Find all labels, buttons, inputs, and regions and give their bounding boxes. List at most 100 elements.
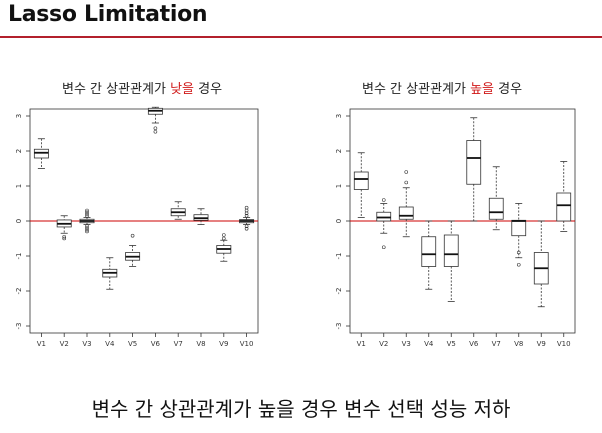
outlier-point xyxy=(85,212,89,216)
outlier-point xyxy=(130,233,135,238)
y-tick-label: 3 xyxy=(15,114,23,118)
y-tick-label: 1 xyxy=(335,184,343,188)
outlier-point xyxy=(244,205,249,210)
x-tick-label: V2 xyxy=(60,340,69,348)
x-tick-label: V9 xyxy=(537,340,546,348)
x-tick-label: V10 xyxy=(240,340,254,348)
box-V6 xyxy=(147,106,163,134)
x-tick-label: V7 xyxy=(174,340,183,348)
x-tick-label: V3 xyxy=(402,340,411,348)
y-tick-label: -3 xyxy=(15,323,23,330)
box-V3 xyxy=(79,208,95,234)
iqr-box xyxy=(466,140,482,185)
outlier-point xyxy=(153,126,158,131)
box-V4 xyxy=(102,257,118,290)
box-V6 xyxy=(466,117,482,222)
box-V7 xyxy=(488,166,504,231)
left-boxplot: -3 -2 -1 0 1 2 3 V1 V2 V3 V4 V5 V6 V7 V8 V9 V10 xyxy=(15,106,259,348)
outlier-point xyxy=(85,224,89,229)
outlier-point xyxy=(244,224,249,229)
y-tick-label: -1 xyxy=(335,253,343,260)
box-V5 xyxy=(443,220,459,302)
x-tick-label: V8 xyxy=(196,340,205,348)
x-tick-label: V6 xyxy=(151,340,161,348)
outlier-point xyxy=(85,227,89,232)
outlier-point xyxy=(85,208,89,213)
right-boxplot: -3 -2 -1 0 1 2 3 V1 V2 V3 V4 V5 V6 V7 V8 V9 V10 xyxy=(335,108,576,348)
left-chart-title-highlight: 낮을 xyxy=(170,82,194,97)
iqr-box xyxy=(398,206,414,220)
box-V1 xyxy=(353,152,369,218)
x-tick-label: V10 xyxy=(557,340,571,348)
x-tick-label: V3 xyxy=(82,340,91,348)
x-tick-label: V7 xyxy=(492,340,501,348)
x-tick-label: V2 xyxy=(379,340,388,348)
iqr-box xyxy=(421,236,437,267)
right-chart-title-highlight: 높을 xyxy=(470,82,494,97)
outlier-point xyxy=(381,245,386,250)
box-V4 xyxy=(421,220,437,290)
y-tick-label: -1 xyxy=(15,253,23,260)
outlier-point xyxy=(85,226,89,230)
right-chart-title-suffix: 경우 xyxy=(494,82,523,97)
right-chart-title-prefix: 변수 간 상관관계가 xyxy=(362,82,471,97)
y-tick-label: 2 xyxy=(335,149,343,153)
y-tick-label: -2 xyxy=(335,288,343,295)
slide-caption: 변수 간 상관관계가 높을 경우 변수 선택 성능 저하 xyxy=(91,397,511,421)
box-V10 xyxy=(556,161,572,232)
left-chart-title-prefix: 변수 간 상관관계가 xyxy=(62,82,171,97)
outlier-point xyxy=(244,226,249,231)
outlier-point xyxy=(85,229,89,234)
x-tick-label: V5 xyxy=(128,340,137,348)
outlier-point xyxy=(516,250,521,255)
box-V2 xyxy=(376,198,392,250)
x-tick-label: V4 xyxy=(105,340,115,348)
iqr-box xyxy=(511,219,527,237)
y-tick-label: 3 xyxy=(335,114,343,118)
box-V10 xyxy=(239,205,255,231)
left-chart-title-suffix: 경우 xyxy=(194,82,223,97)
left-chart-title: 변수 간 상관관계가 낮을 경우 xyxy=(62,78,222,97)
x-tick-label: V5 xyxy=(447,340,456,348)
box-V9 xyxy=(216,233,232,262)
outlier-point xyxy=(222,236,226,241)
outlier-point xyxy=(85,210,89,215)
box-V8 xyxy=(193,208,209,225)
outlier-point xyxy=(62,234,67,239)
box-V5 xyxy=(125,233,141,267)
x-tick-label: V1 xyxy=(37,340,46,348)
outlier-point xyxy=(244,213,249,218)
box-V8 xyxy=(511,203,527,267)
y-tick-label: -3 xyxy=(335,323,343,330)
iqr-box xyxy=(443,234,459,267)
y-tick-label: -2 xyxy=(15,288,23,295)
y-tick-label: 2 xyxy=(15,149,23,153)
box-V3 xyxy=(398,170,414,238)
x-tick-label: V1 xyxy=(357,340,366,348)
outlier-point xyxy=(153,129,158,134)
slide-title: Lasso Limitation xyxy=(8,2,208,27)
iqr-box xyxy=(556,192,572,222)
x-tick-label: V4 xyxy=(424,340,434,348)
y-tick-label: 1 xyxy=(15,184,23,188)
outlier-point xyxy=(404,180,409,185)
x-tick-label: V6 xyxy=(469,340,479,348)
x-tick-label: V8 xyxy=(514,340,523,348)
box-V2 xyxy=(56,215,72,241)
title-divider xyxy=(0,36,602,38)
iqr-box xyxy=(353,171,369,190)
iqr-box xyxy=(488,197,504,220)
outlier-point xyxy=(516,262,521,267)
box-V9 xyxy=(533,220,549,308)
outlier-point xyxy=(381,198,386,202)
y-tick-label: 0 xyxy=(15,219,23,223)
box-V1 xyxy=(33,138,49,169)
outlier-point xyxy=(222,233,226,237)
outlier-point xyxy=(62,236,67,241)
outlier-point xyxy=(85,213,89,218)
x-tick-label: V9 xyxy=(219,340,228,348)
box-V7 xyxy=(170,201,186,220)
outlier-point xyxy=(404,170,409,174)
y-tick-label: 0 xyxy=(335,219,343,223)
right-chart-title: 변수 간 상관관계가 높을 경우 xyxy=(362,78,522,97)
